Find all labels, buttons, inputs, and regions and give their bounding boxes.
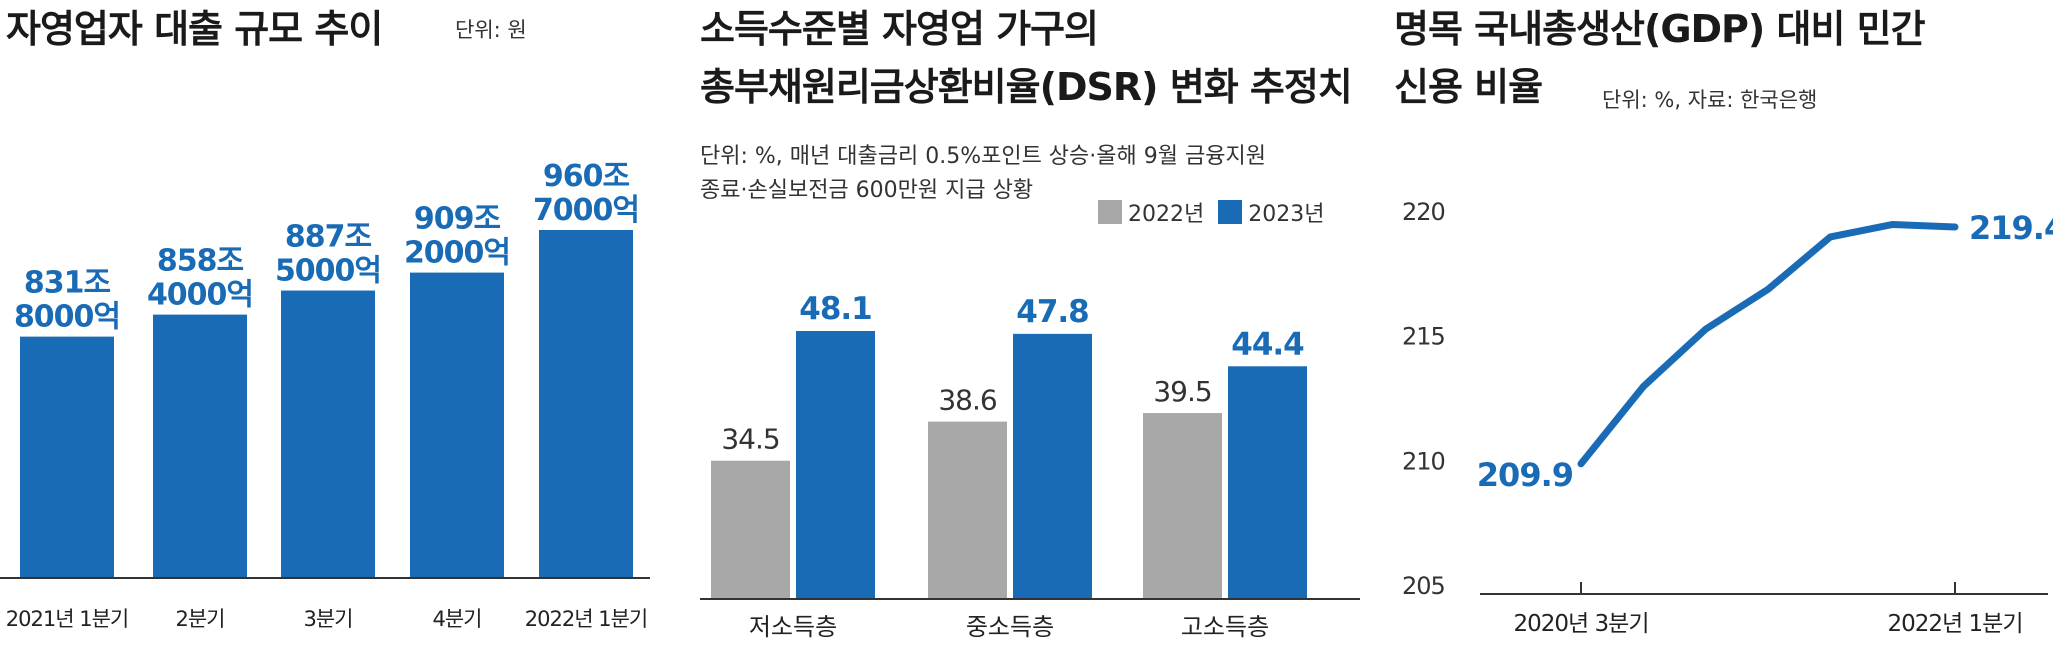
loan-bar xyxy=(20,336,114,578)
credit-y-tick-label: 215 xyxy=(1402,323,1445,351)
credit-title-line1: 명목 국내총생산(GDP) 대비 민간 xyxy=(1394,7,1926,51)
loan-bar xyxy=(281,290,375,578)
dsr-bar-2022 xyxy=(711,460,790,599)
credit-y-tick-label: 210 xyxy=(1402,447,1445,475)
loan-value-label: 831조 xyxy=(24,266,111,301)
loan-category-label: 4분기 xyxy=(432,607,481,631)
dsr-bar-2023 xyxy=(796,331,875,599)
credit-end-label: 219.4 xyxy=(1969,209,2053,247)
legend-swatch-2023 xyxy=(1218,200,1243,224)
credit-y-tick-label: 220 xyxy=(1402,198,1445,226)
credit-unit: 단위: %, 자료: 한국은행 xyxy=(1602,88,1818,112)
dsr-value-label-2023: 44.4 xyxy=(1231,326,1304,362)
loan-value-label: 7000억 xyxy=(533,193,639,228)
loan-category-label: 3분기 xyxy=(303,607,352,631)
dsr-bar-2022 xyxy=(928,421,1007,599)
legend-label-2023: 2023년 xyxy=(1248,202,1325,227)
loan-bar xyxy=(539,230,633,578)
credit-x-tick-label: 2020년 3분기 xyxy=(1514,611,1649,637)
dsr-value-label-2023: 48.1 xyxy=(799,291,872,327)
dsr-bar-2023 xyxy=(1013,333,1092,599)
loan-category-label: 2022년 1분기 xyxy=(525,607,647,631)
credit-y-tick-label: 205 xyxy=(1402,572,1445,600)
dsr-value-label-2022: 38.6 xyxy=(938,384,997,417)
loan-size-title: 자영업자 대출 규모 추이 xyxy=(6,7,383,51)
dsr-category-label: 고소득층 xyxy=(1181,613,1269,641)
loan-category-label: 2분기 xyxy=(175,607,224,631)
loan-value-label: 909조 xyxy=(414,202,501,237)
dsr-chart: 34.5 48.1 저소득층 38.6 47.8 중소득층 39.5 44.4 고소득층 xyxy=(700,291,1360,641)
loan-value-label: 4000억 xyxy=(147,278,253,313)
credit-title-line2: 신용 비율 xyxy=(1394,65,1543,109)
dsr-title-line1: 소득수준별 자영업 가구의 xyxy=(700,7,1099,51)
dsr-legend: 2022년 2023년 xyxy=(1098,196,1324,228)
dsr-title-line2: 총부채원리금상환비율(DSR) 변화 추정치 xyxy=(700,65,1353,109)
dsr-panel: 소득수준별 자영업 가구의 총부채원리금상환비율(DSR) 변화 추정치 단위:… xyxy=(700,0,1360,647)
legend-label-2022: 2022년 xyxy=(1128,202,1205,227)
dsr-value-label-2022: 39.5 xyxy=(1153,375,1211,408)
credit-chart: 205 210 215 220 2020년 3분기 2022년 1분기 209.9 219.4 xyxy=(1402,198,2053,637)
dsr-value-label-2023: 47.8 xyxy=(1016,294,1089,330)
loan-value-label: 858조 xyxy=(157,244,244,279)
dsr-bar-2022 xyxy=(1143,413,1222,599)
credit-x-tick-label: 2022년 1분기 xyxy=(1888,611,2023,637)
dsr-note-line1: 단위: %, 매년 대출금리 0.5%포인트 상승·올해 9월 금융지원 xyxy=(700,144,1266,169)
credit-start-label: 209.9 xyxy=(1477,456,1573,494)
loan-size-panel: 자영업자 대출 규모 추이 단위: 원 831조 8000억 2021년 1분기 85… xyxy=(0,0,670,647)
legend-swatch-2022 xyxy=(1098,200,1122,224)
loan-bar xyxy=(410,272,504,578)
loan-value-label: 960조 xyxy=(543,159,630,194)
dsr-note-line2: 종료·손실보전금 600만원 지급 상황 xyxy=(700,178,1034,203)
credit-series-line xyxy=(1577,220,1959,468)
loan-value-label: 5000억 xyxy=(275,254,381,289)
loan-category-label: 2021년 1분기 xyxy=(6,607,128,631)
loan-value-label: 8000억 xyxy=(14,300,120,335)
loan-bar xyxy=(153,314,247,578)
dsr-category-label: 저소득층 xyxy=(749,613,837,641)
dsr-category-label: 중소득층 xyxy=(966,613,1054,641)
credit-ratio-panel: 명목 국내총생산(GDP) 대비 민간 신용 비율 단위: %, 자료: 한국은… xyxy=(1390,0,2053,647)
loan-value-label: 887조 xyxy=(285,220,372,255)
loan-value-label: 2000억 xyxy=(404,236,510,271)
dsr-bar-2023 xyxy=(1228,366,1307,599)
dsr-value-label-2022: 34.5 xyxy=(721,423,779,456)
loan-size-unit: 단위: 원 xyxy=(455,18,527,42)
